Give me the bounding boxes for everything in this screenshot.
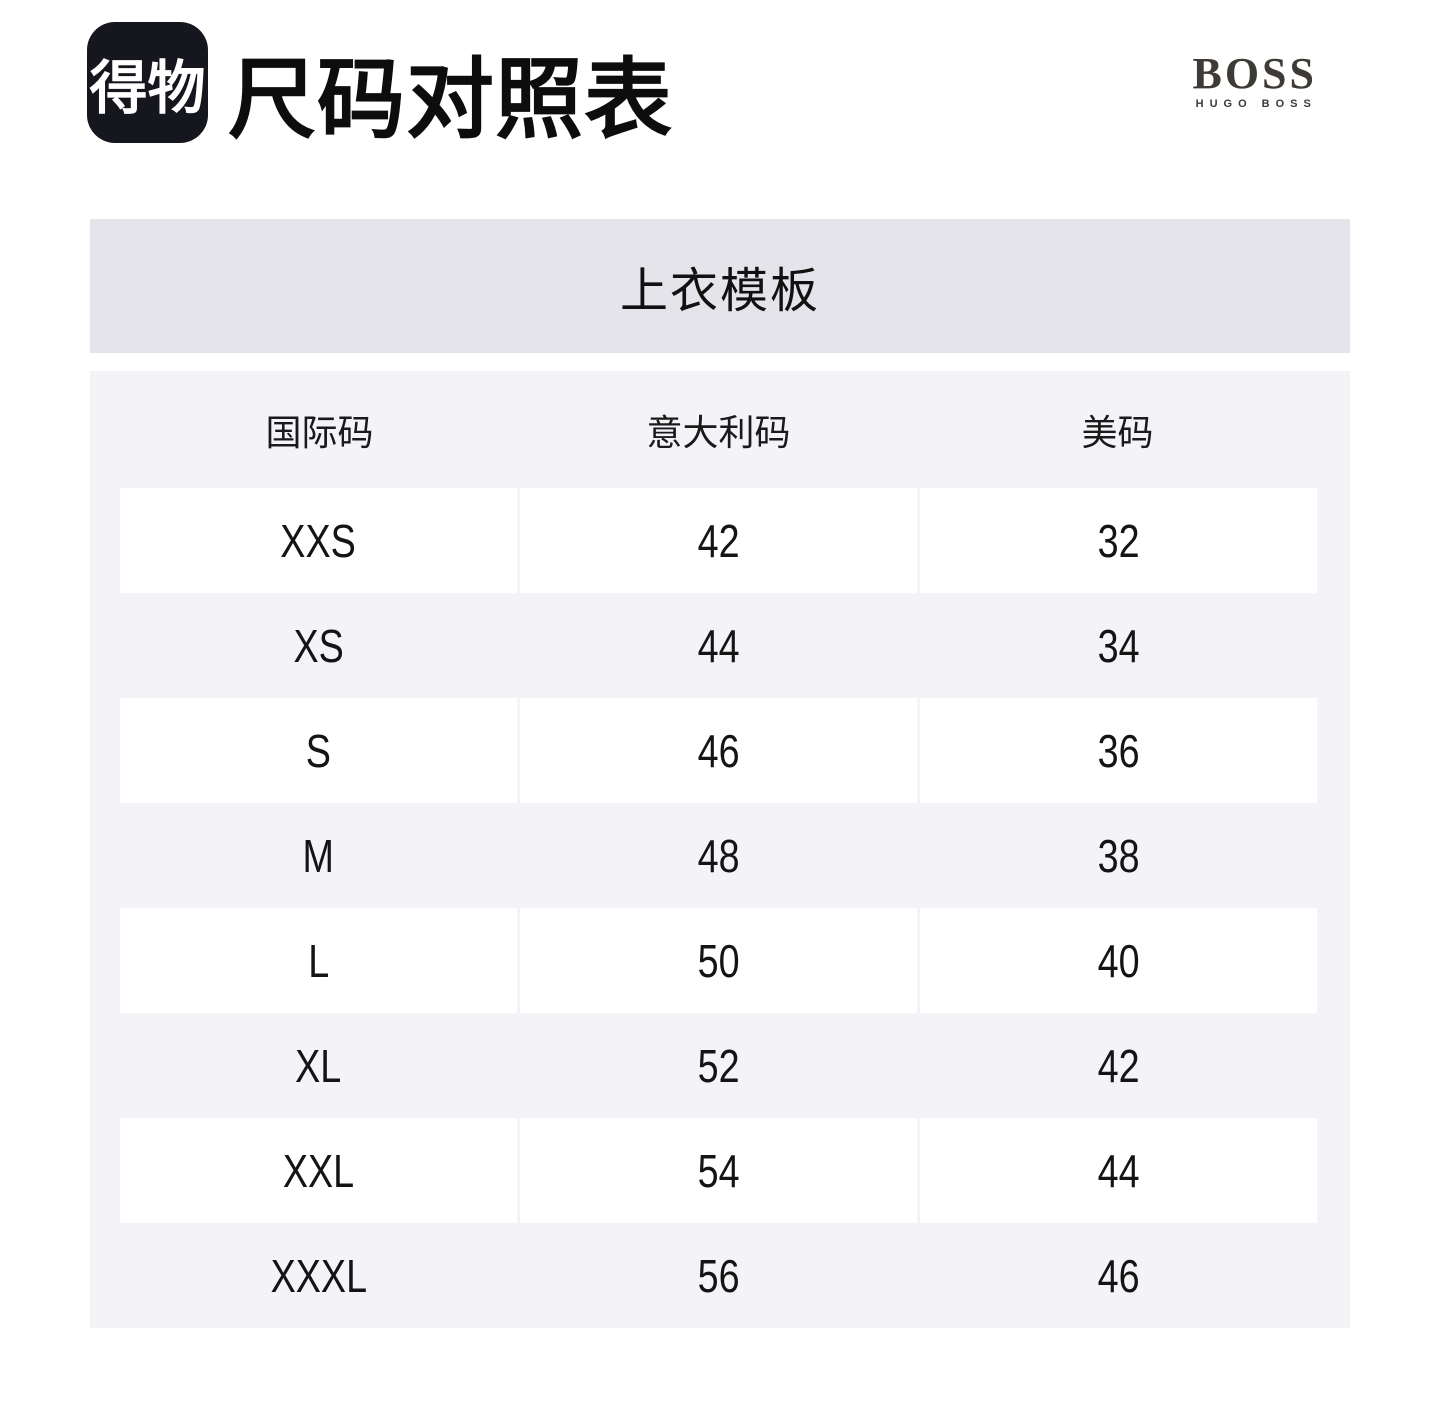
table-cell-value: 50: [697, 934, 740, 987]
table-cell-value: 44: [697, 619, 740, 672]
table-cell-value: 48: [697, 829, 740, 882]
table-cell: 56: [520, 1223, 917, 1328]
table-row: XS 44 34: [90, 593, 1350, 698]
table-cell-value: XXL: [282, 1144, 355, 1197]
table-cell: S: [120, 698, 517, 803]
table-cell: XXL: [120, 1118, 517, 1223]
table-cell-value: 40: [1097, 934, 1140, 987]
table-cell-value: XXS: [280, 514, 357, 567]
table-cell: 46: [920, 1223, 1317, 1328]
size-comparison-table: 国际码 意大利码 美码 XXS 42 32 XS 44 34 S 46 36 M 48 38 L 50 40…: [90, 371, 1350, 1328]
table-cell-value: 46: [1097, 1249, 1140, 1302]
column-header-us: 美码: [1081, 411, 1154, 453]
table-cell: 44: [920, 1118, 1317, 1223]
boss-logo-main: BOSS: [1192, 49, 1317, 98]
table-rows: XXS 42 32 XS 44 34 S 46 36 M 48 38 L 50 40 XL 52 42 XXL 54 4…: [90, 488, 1350, 1328]
table-row: XXL 54 44: [90, 1118, 1350, 1223]
table-row: S 46 36: [90, 698, 1350, 803]
table-cell: 44: [520, 593, 917, 698]
table-cell-value: XL: [295, 1039, 342, 1092]
table-cell-value: 44: [1097, 1144, 1140, 1197]
table-cell: 42: [920, 1013, 1317, 1118]
table-cell: 32: [920, 488, 1317, 593]
boss-logo-sub: HUGO BOSS: [1195, 98, 1317, 110]
table-row: XXS 42 32: [90, 488, 1350, 593]
column-header-international: 国际码: [265, 411, 374, 453]
table-cell: XXXL: [120, 1223, 517, 1328]
template-banner-label: 上衣模板: [619, 265, 820, 318]
table-cell: 38: [920, 803, 1317, 908]
table-cell: 46: [520, 698, 917, 803]
column-header-italian: 意大利码: [646, 411, 791, 453]
table-cell-value: 56: [697, 1249, 740, 1302]
hugo-boss-brand-logo: BOSS HUGO BOSS: [1192, 52, 1314, 111]
table-cell-value: 52: [697, 1039, 740, 1092]
table-cell-value: XXXL: [270, 1249, 367, 1302]
table-cell-value: 32: [1097, 514, 1140, 567]
table-header-row: 国际码 意大利码 美码: [90, 371, 1350, 488]
table-cell: XS: [120, 593, 517, 698]
table-cell-value: 46: [697, 724, 740, 777]
page-title: 尺码对照表: [228, 50, 674, 149]
table-cell-value: S: [305, 724, 332, 777]
table-cell: 34: [920, 593, 1317, 698]
table-cell: 54: [520, 1118, 917, 1223]
table-row: XL 52 42: [90, 1013, 1350, 1118]
table-cell: XL: [120, 1013, 517, 1118]
table-cell: 36: [920, 698, 1317, 803]
table-cell: 42: [520, 488, 917, 593]
table-cell: M: [120, 803, 517, 908]
template-banner: 上衣模板: [90, 219, 1350, 353]
table-cell-value: 42: [1097, 1039, 1140, 1092]
table-cell-value: 34: [1097, 619, 1140, 672]
table-cell: 48: [520, 803, 917, 908]
table-row: M 48 38: [90, 803, 1350, 908]
table-cell-value: 42: [697, 514, 740, 567]
table-cell-value: L: [308, 934, 329, 987]
table-cell: L: [120, 908, 517, 1013]
dewu-logo-text: 得物: [89, 55, 206, 121]
table-cell: 52: [520, 1013, 917, 1118]
table-cell: 50: [520, 908, 917, 1013]
table-cell-value: M: [302, 829, 335, 882]
table-cell-value: 36: [1097, 724, 1140, 777]
table-cell: XXS: [120, 488, 517, 593]
table-row: XXXL 56 46: [90, 1223, 1350, 1328]
table-row: L 50 40: [90, 908, 1350, 1013]
table-cell-value: XS: [293, 619, 344, 672]
table-cell-value: 54: [697, 1144, 740, 1197]
table-cell-value: 38: [1097, 829, 1140, 882]
dewu-app-logo: 得物: [87, 22, 208, 143]
table-cell: 40: [920, 908, 1317, 1013]
